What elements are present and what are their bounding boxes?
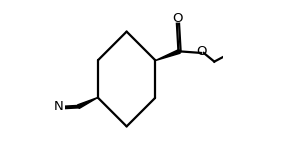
Text: O: O [196, 45, 206, 58]
Text: N: N [54, 100, 64, 113]
Polygon shape [155, 49, 180, 61]
Polygon shape [78, 97, 98, 108]
Text: O: O [173, 12, 183, 25]
